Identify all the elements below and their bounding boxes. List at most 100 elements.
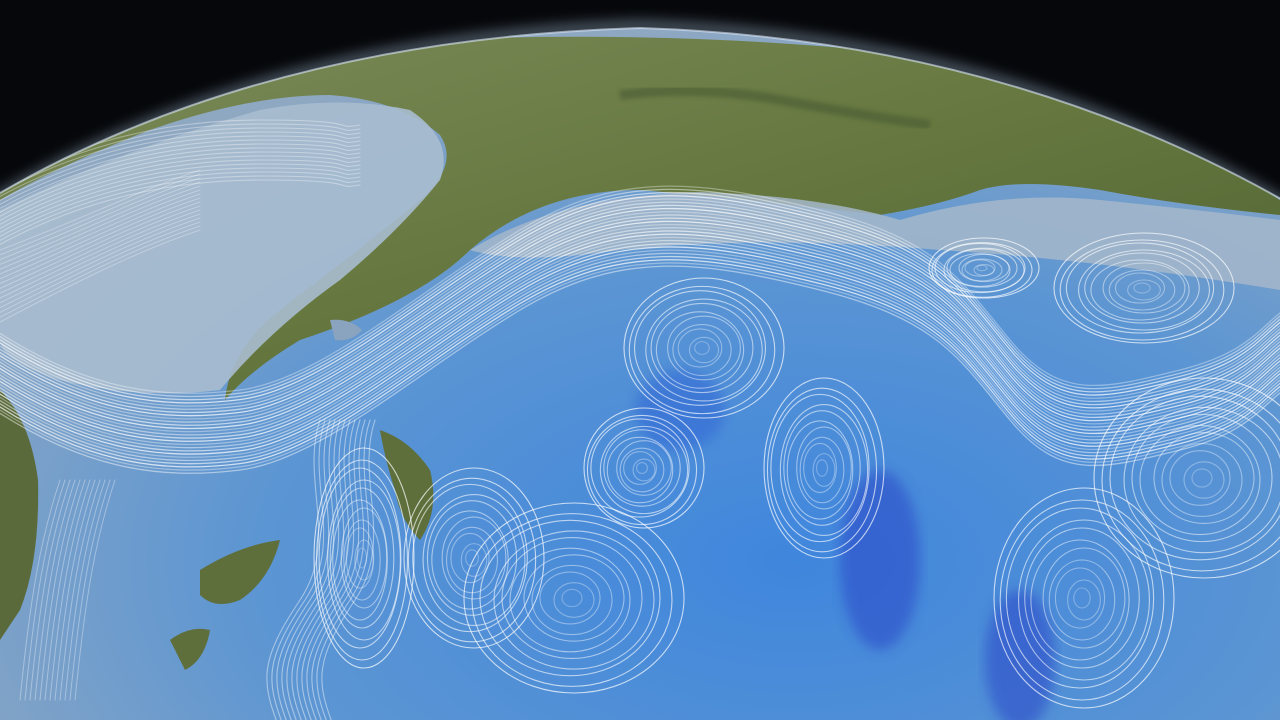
current-streamline	[0, 207, 1280, 417]
current-streamline	[311, 419, 366, 720]
globe-rim	[0, 26, 1280, 200]
current-eddy	[973, 263, 995, 277]
current-eddy	[803, 442, 837, 494]
inland-lake	[330, 319, 362, 341]
current-streamline	[74, 479, 116, 701]
current-streamline	[0, 167, 361, 239]
current-eddy	[1067, 579, 1101, 621]
land-north	[0, 36, 1280, 401]
current-eddy	[1183, 461, 1225, 499]
current-streamline	[0, 230, 1280, 439]
current-eddy	[422, 493, 526, 627]
current-streamline	[0, 227, 1280, 436]
current-eddy	[628, 285, 776, 415]
current-eddy	[403, 467, 545, 649]
current-eddy	[332, 499, 388, 621]
current-streamline	[24, 479, 66, 701]
current-eddy	[407, 477, 537, 643]
current-eddy	[694, 341, 710, 355]
current-eddy	[1048, 559, 1116, 641]
current-eddy	[523, 554, 625, 642]
island-3	[170, 628, 210, 670]
current-streamline	[0, 189, 201, 275]
current-eddy	[603, 429, 681, 507]
current-streamline	[0, 221, 201, 313]
current-streamline	[0, 198, 1280, 407]
current-eddy	[650, 302, 754, 394]
current-streamline	[281, 419, 336, 720]
current-eddy	[553, 582, 595, 618]
current-streamline	[0, 249, 1280, 458]
deep-trench-1	[840, 470, 920, 650]
land-west	[0, 390, 39, 640]
current-streamline	[0, 197, 201, 285]
current-eddy	[329, 487, 395, 629]
current-eddy	[1024, 527, 1140, 669]
current-streamline	[301, 419, 356, 720]
current-eddy	[1191, 468, 1213, 488]
current-eddy	[1054, 567, 1106, 629]
current-eddy	[770, 393, 870, 543]
current-eddy	[1131, 413, 1273, 543]
current-eddy	[1108, 269, 1176, 311]
current-streamline	[0, 233, 1280, 442]
current-streamline	[0, 201, 1280, 410]
current-eddy	[501, 536, 643, 660]
current-streamline	[0, 201, 201, 289]
current-streamline	[296, 419, 351, 720]
current-eddy	[1017, 519, 1151, 681]
current-eddy	[471, 513, 673, 687]
current-eddy	[1102, 262, 1186, 314]
island-2	[200, 540, 280, 604]
current-eddy	[539, 571, 601, 625]
current-eddy	[779, 403, 869, 537]
current-eddy	[1084, 252, 1200, 324]
current-streamline	[0, 177, 201, 261]
current-eddy	[623, 277, 785, 419]
current-streamline	[0, 173, 201, 256]
current-streamline	[0, 131, 361, 203]
current-streamline	[0, 239, 1280, 449]
current-streamline	[69, 479, 111, 701]
current-streamline	[0, 179, 361, 251]
current-eddy	[340, 507, 388, 609]
current-streamline	[0, 229, 201, 323]
current-eddy	[1169, 450, 1231, 506]
current-streamline	[0, 205, 201, 294]
current-streamline	[0, 143, 361, 215]
current-streamline	[29, 479, 71, 701]
current-eddy	[1133, 282, 1151, 294]
mountain-ridge	[619, 86, 931, 130]
current-streamline	[266, 419, 321, 720]
current-streamline	[39, 479, 81, 701]
current-streamline	[291, 419, 346, 720]
current-eddy	[961, 258, 1003, 282]
current-eddy	[799, 436, 845, 504]
current-eddy	[343, 519, 381, 601]
current-streamline	[44, 479, 86, 701]
current-eddy	[623, 451, 657, 485]
current-eddy	[796, 426, 852, 510]
current-streamline	[0, 185, 201, 270]
current-eddy	[460, 543, 488, 577]
current-eddy	[1073, 587, 1091, 609]
current-eddy	[356, 547, 368, 569]
current-streamline	[0, 259, 1280, 468]
current-streamline	[271, 419, 326, 720]
current-eddy	[465, 549, 479, 567]
current-streamline	[64, 479, 106, 701]
current-streamline	[276, 419, 331, 720]
current-streamline	[0, 163, 361, 235]
current-streamline	[34, 479, 76, 701]
current-streamline	[0, 209, 201, 299]
current-eddy	[431, 510, 509, 610]
current-streamline	[0, 252, 1280, 462]
current-streamline	[0, 191, 1280, 401]
current-eddy	[479, 519, 661, 677]
current-eddy	[928, 237, 1040, 299]
current-eddy	[509, 547, 631, 653]
current-eddy	[445, 526, 499, 594]
current-eddy	[1161, 443, 1243, 517]
current-eddy	[812, 453, 836, 487]
